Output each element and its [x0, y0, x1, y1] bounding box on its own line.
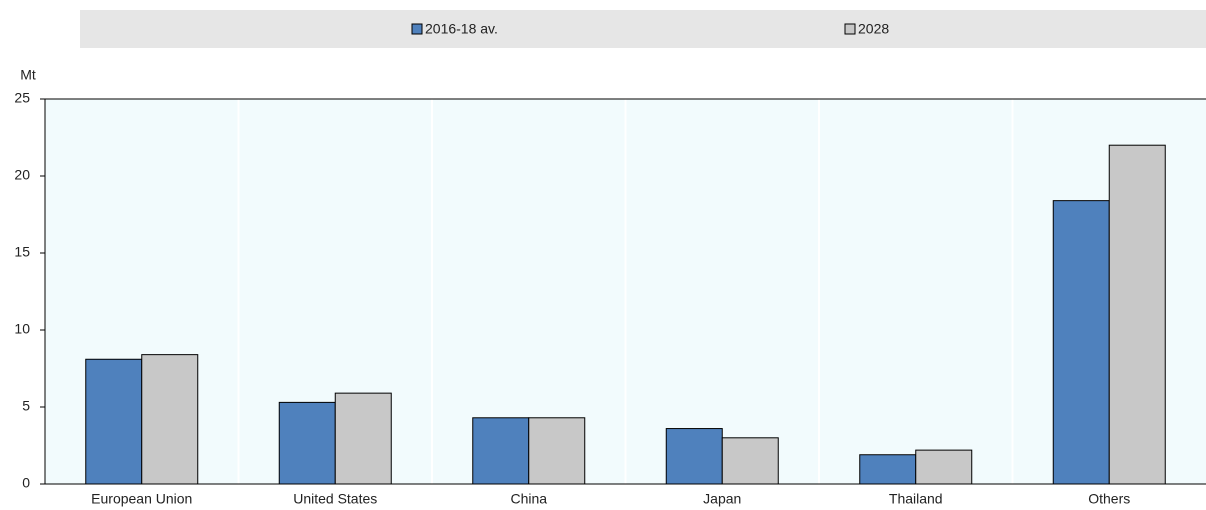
y-tick-label: 20 — [14, 167, 30, 183]
bar — [472, 417, 530, 485]
y-tick-label: 25 — [14, 90, 30, 106]
legend-band — [80, 10, 1206, 48]
bar — [1052, 200, 1110, 485]
bar — [915, 449, 973, 485]
y-tick-label: 10 — [14, 321, 30, 337]
y-tick-label: 5 — [22, 398, 30, 414]
x-tick-label: Others — [1088, 491, 1130, 507]
y-tick-label: 15 — [14, 244, 30, 260]
y-tick-label: 0 — [22, 475, 30, 491]
legend-swatch — [411, 23, 423, 35]
x-tick-label: European Union — [91, 491, 192, 507]
bar — [1108, 144, 1166, 485]
x-tick-label: China — [510, 491, 547, 507]
bar — [141, 354, 199, 485]
bar — [528, 417, 586, 485]
legend-label: 2016-18 av. — [425, 21, 498, 37]
legend-swatch — [844, 23, 856, 35]
bar — [334, 392, 392, 485]
x-tick-label: United States — [293, 491, 377, 507]
bar — [85, 358, 143, 485]
bar — [721, 437, 779, 485]
bar — [665, 428, 723, 485]
x-tick-label: Japan — [703, 491, 741, 507]
bar — [859, 454, 917, 485]
bar — [278, 401, 336, 485]
y-axis-label: Mt — [20, 67, 36, 83]
x-tick-label: Thailand — [889, 491, 943, 507]
legend-label: 2028 — [858, 21, 889, 37]
